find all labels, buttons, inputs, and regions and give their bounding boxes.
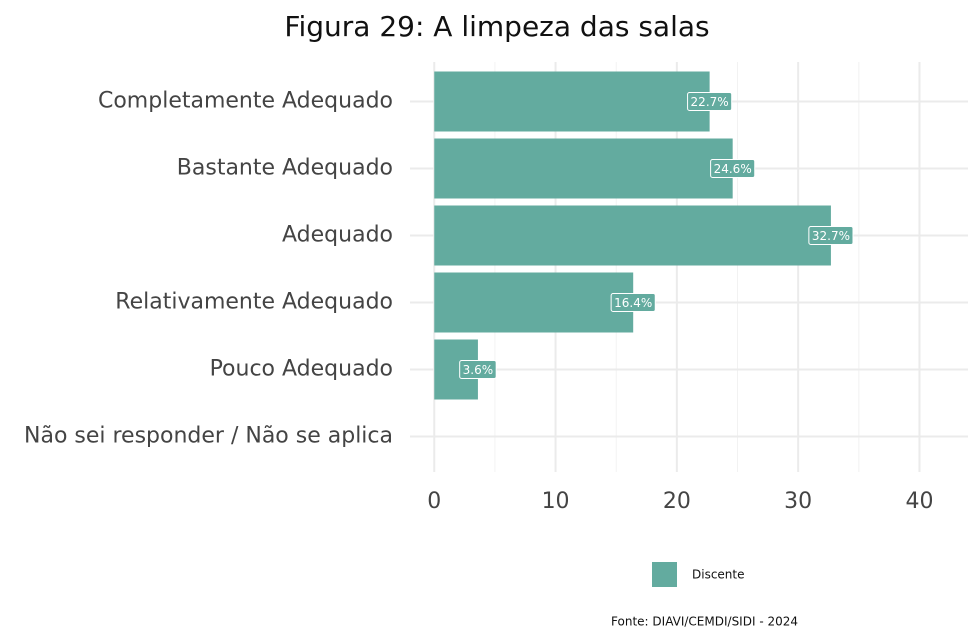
value-label-box — [459, 360, 497, 379]
y-tick-label: Completamente Adequado — [98, 89, 393, 114]
value-label-box — [710, 159, 756, 178]
y-tick-label: Adequado — [282, 223, 393, 248]
y-tick-label: Pouco Adequado — [210, 357, 393, 382]
bar — [434, 71, 710, 132]
y-tick-label: Relativamente Adequado — [115, 290, 393, 315]
value-label-box — [610, 293, 656, 312]
value-label: 22.7% — [687, 92, 733, 111]
value-label: 16.4% — [610, 293, 656, 312]
value-label-text: 3.6% — [463, 363, 494, 377]
x-tick-label: 10 — [542, 489, 570, 514]
value-label: 3.6% — [459, 360, 497, 379]
x-tick-label: 0 — [427, 489, 441, 514]
y-tick-label: Não sei responder / Não se aplica — [24, 424, 393, 449]
legend-swatch — [652, 562, 677, 587]
x-tick-label: 30 — [784, 489, 812, 514]
value-label-text: 16.4% — [614, 296, 652, 310]
y-tick-label: Bastante Adequado — [177, 156, 393, 181]
caption: Fonte: DIAVI/CEMDI/SIDI - 2024 — [611, 615, 798, 629]
value-label: 24.6% — [710, 159, 756, 178]
bar — [434, 138, 733, 199]
x-tick-label: 20 — [663, 489, 691, 514]
x-tick-label: 40 — [905, 489, 933, 514]
chart-title: Figura 29: A limpeza das salas — [284, 10, 709, 43]
value-label-box — [687, 92, 733, 111]
value-label-text: 24.6% — [714, 162, 752, 176]
legend-label: Discente — [692, 568, 745, 582]
value-label: 32.7% — [808, 226, 854, 245]
bar — [434, 272, 634, 333]
value-label-text: 32.7% — [812, 229, 850, 243]
bar — [434, 205, 831, 266]
value-label-box — [808, 226, 854, 245]
value-label-text: 22.7% — [691, 95, 729, 109]
